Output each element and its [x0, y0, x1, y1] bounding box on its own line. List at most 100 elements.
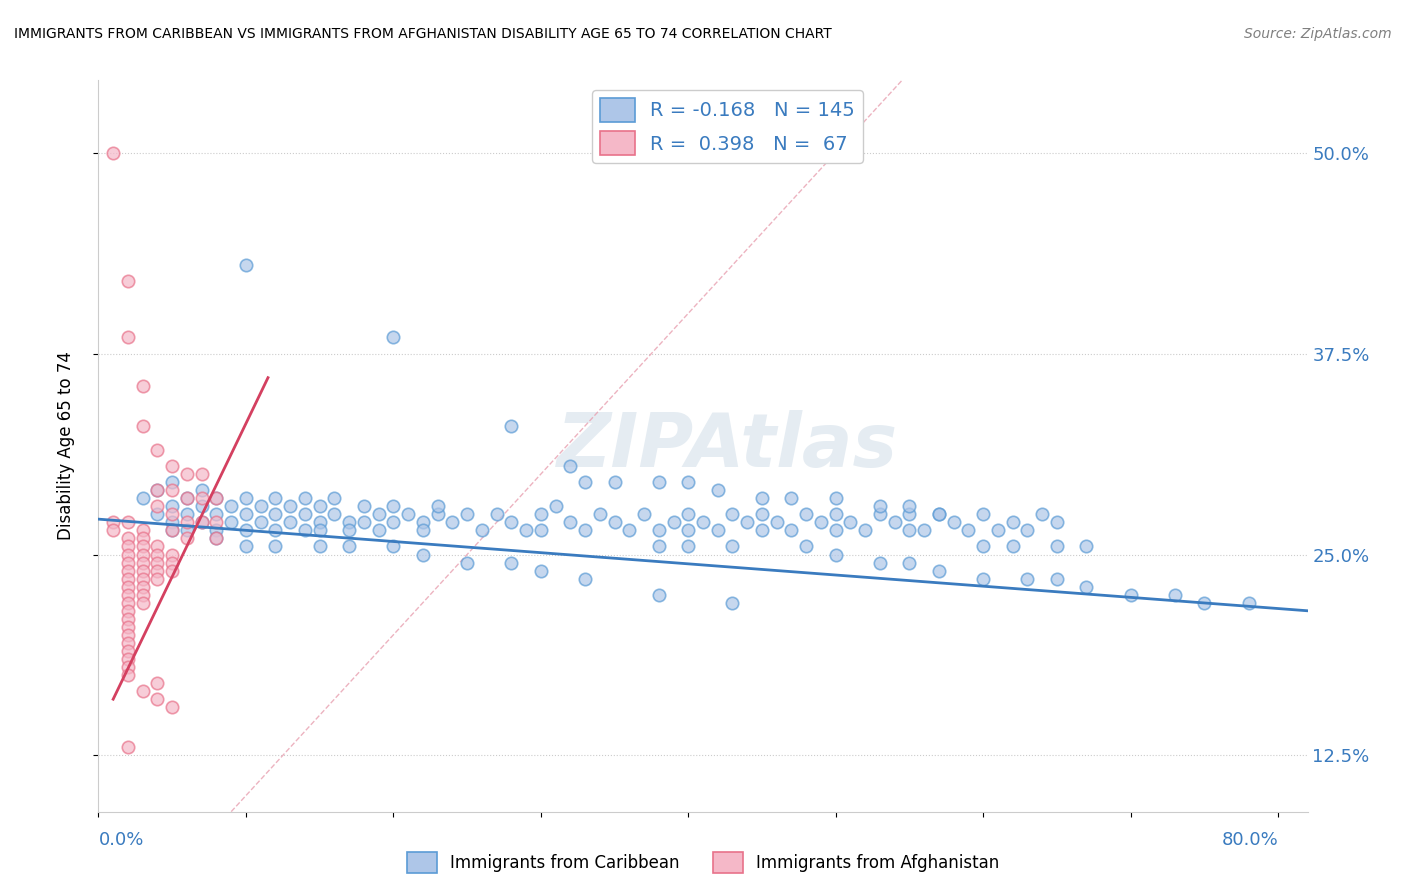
Point [648, 524, 671, 538]
Point [456, 508, 478, 522]
Point [692, 516, 714, 530]
Point [1119, 588, 1142, 602]
Point [190, 500, 212, 514]
Point [1001, 540, 1024, 554]
Point [619, 524, 641, 538]
Point [544, 500, 567, 514]
Point [264, 524, 287, 538]
Point [426, 500, 449, 514]
Point [146, 508, 169, 522]
Point [160, 459, 183, 474]
Point [101, 145, 124, 160]
Y-axis label: Disability Age 65 to 74: Disability Age 65 to 74 [56, 351, 75, 541]
Point [898, 508, 921, 522]
Text: IMMIGRANTS FROM CARIBBEAN VS IMMIGRANTS FROM AFGHANISTAN DISABILITY AGE 65 TO 74: IMMIGRANTS FROM CARIBBEAN VS IMMIGRANTS … [14, 27, 832, 41]
Point [456, 556, 478, 570]
Point [382, 500, 405, 514]
Point [190, 467, 212, 482]
Point [176, 491, 198, 506]
Point [396, 508, 419, 522]
Point [751, 491, 773, 506]
Point [898, 524, 921, 538]
Point [176, 508, 198, 522]
Point [426, 508, 449, 522]
Point [869, 556, 891, 570]
Point [501, 516, 523, 530]
Point [735, 516, 758, 530]
Point [131, 580, 153, 594]
Point [264, 491, 287, 506]
Point [471, 524, 494, 538]
Point [146, 676, 169, 690]
Point [648, 588, 671, 602]
Point [117, 660, 139, 674]
Point [721, 596, 744, 610]
Point [1046, 516, 1069, 530]
Point [765, 516, 787, 530]
Point [101, 516, 124, 530]
Point [117, 564, 139, 578]
Point [589, 508, 612, 522]
Point [146, 500, 169, 514]
Point [648, 475, 671, 490]
Legend: Immigrants from Caribbean, Immigrants from Afghanistan: Immigrants from Caribbean, Immigrants fr… [399, 846, 1007, 880]
Point [117, 516, 139, 530]
Point [235, 524, 257, 538]
Point [117, 636, 139, 650]
Point [308, 516, 330, 530]
Point [308, 500, 330, 514]
Point [824, 524, 846, 538]
Point [824, 491, 846, 506]
Point [117, 596, 139, 610]
Point [706, 483, 728, 498]
Point [1031, 508, 1053, 522]
Point [957, 524, 980, 538]
Point [131, 491, 153, 506]
Point [412, 548, 434, 562]
Point [751, 508, 773, 522]
Text: 80.0%: 80.0% [1222, 831, 1278, 849]
Point [824, 548, 846, 562]
Point [190, 483, 212, 498]
Point [678, 508, 700, 522]
Point [501, 556, 523, 570]
Point [1076, 580, 1098, 594]
Point [530, 564, 553, 578]
Point [382, 516, 405, 530]
Point [530, 508, 553, 522]
Point [160, 516, 183, 530]
Point [1017, 524, 1039, 538]
Point [160, 548, 183, 562]
Point [146, 540, 169, 554]
Point [146, 556, 169, 570]
Point [117, 556, 139, 570]
Point [367, 508, 389, 522]
Point [501, 418, 523, 433]
Point [1164, 588, 1187, 602]
Point [323, 491, 346, 506]
Point [412, 516, 434, 530]
Point [560, 459, 582, 474]
Point [131, 524, 153, 538]
Point [412, 524, 434, 538]
Point [131, 588, 153, 602]
Point [706, 524, 728, 538]
Point [278, 516, 301, 530]
Text: Source: ZipAtlas.com: Source: ZipAtlas.com [1244, 27, 1392, 41]
Point [898, 500, 921, 514]
Legend: R = -0.168   N = 145, R =  0.398   N =  67: R = -0.168 N = 145, R = 0.398 N = 67 [592, 90, 863, 162]
Point [117, 668, 139, 682]
Point [633, 508, 655, 522]
Point [131, 572, 153, 586]
Point [205, 524, 228, 538]
Point [176, 491, 198, 506]
Point [117, 548, 139, 562]
Point [308, 524, 330, 538]
Point [205, 491, 228, 506]
Point [249, 516, 271, 530]
Point [160, 524, 183, 538]
Point [117, 612, 139, 626]
Point [382, 540, 405, 554]
Point [751, 524, 773, 538]
Point [441, 516, 464, 530]
